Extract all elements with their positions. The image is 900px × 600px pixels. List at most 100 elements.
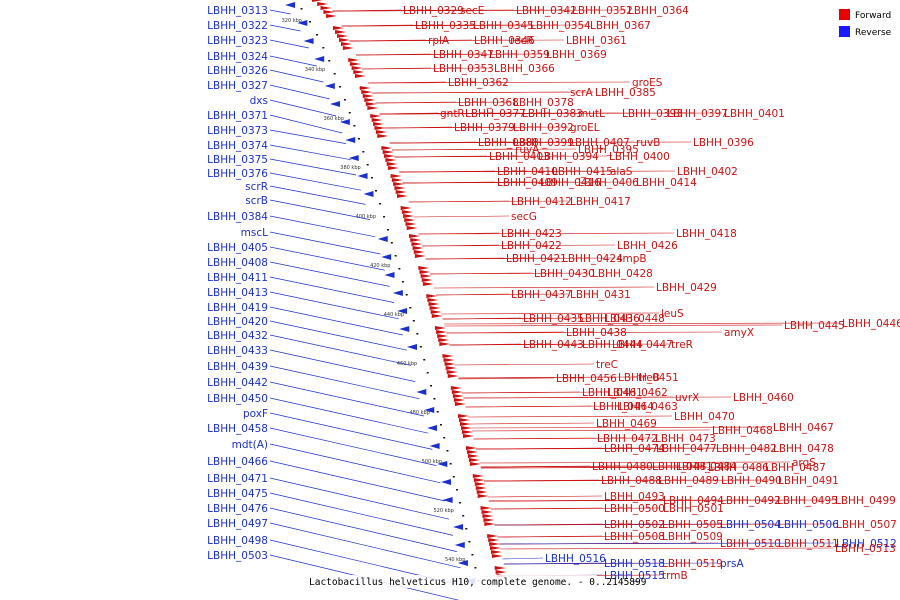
forward-leader-line xyxy=(503,562,719,565)
forward-gene-marker xyxy=(444,362,456,366)
forward-leader-line xyxy=(490,507,662,510)
forward-gene-label: LBHH_0403 xyxy=(489,151,550,163)
forward-gene-marker xyxy=(381,146,393,150)
reverse-leader-line xyxy=(269,39,309,49)
forward-leader-line xyxy=(435,293,569,296)
forward-gene-marker xyxy=(446,370,458,374)
forward-gene-marker xyxy=(332,26,344,30)
forward-gene-marker xyxy=(373,122,385,126)
reverse-gene-label: LBHH_0373 xyxy=(207,125,268,137)
forward-gene-marker xyxy=(487,534,499,538)
reverse-gene-marker xyxy=(416,389,427,395)
forward-leader-line xyxy=(434,286,655,289)
forward-gene-label: LBHH_0470 xyxy=(674,411,735,423)
forward-gene-label: recR xyxy=(510,35,534,47)
forward-gene-label: secG xyxy=(511,211,537,223)
reverse-leader-line xyxy=(269,114,343,134)
forward-gene-label: LBHH_0464 xyxy=(593,401,654,413)
forward-gene-label: LBHH_0493 xyxy=(604,491,665,503)
forward-gene-marker xyxy=(453,398,465,402)
forward-gene-label: LBHH_0424 xyxy=(562,253,623,265)
tick-label: 420 kbp xyxy=(370,263,390,269)
tick-label: 320 kbp xyxy=(282,18,302,24)
reverse-gene-marker xyxy=(399,326,410,332)
reverse-gene-marker xyxy=(429,443,440,449)
forward-gene-label: LBHH_0490 xyxy=(721,475,782,487)
reverse-gene-label: LBHH_0476 xyxy=(207,503,268,515)
forward-gene-label: LBHH_0480 xyxy=(592,461,653,473)
forward-gene-label: LBHH_0501 xyxy=(663,503,724,515)
gc-marker xyxy=(375,190,378,192)
forward-gene-marker xyxy=(405,222,417,226)
gc-marker xyxy=(465,528,468,530)
legend-reverse-label: Reverse xyxy=(855,28,892,38)
forward-gene-label: LBHH_0467 xyxy=(773,422,834,434)
reverse-gene-marker xyxy=(363,191,374,197)
forward-gene-label: amyX xyxy=(724,327,754,339)
gc-marker xyxy=(419,346,422,348)
tick-label: 460 kbp xyxy=(397,361,417,367)
forward-gene-marker xyxy=(340,42,352,46)
forward-gene-marker xyxy=(420,274,432,278)
forward-gene-label: LBHH_0409 xyxy=(497,177,558,189)
forward-gene-label: LBHH_0366 xyxy=(494,63,555,75)
tick-label: 520 kbp xyxy=(433,508,453,514)
gc-marker xyxy=(343,99,346,101)
forward-gene-marker xyxy=(488,538,500,542)
gc-marker xyxy=(405,294,408,296)
kbp-ticks: 320 kbp 340 kbp 360 kbp 380 kbp 400 kbp 420 k… xyxy=(282,18,466,563)
forward-gene-label: LBHH_0415 xyxy=(552,166,613,178)
reverse-gene-label: LBHH_0420 xyxy=(207,316,268,328)
forward-gene-label: LBHH_0495 xyxy=(777,495,838,507)
gc-marker xyxy=(353,125,356,127)
forward-gene-label: LBHH_0406 xyxy=(578,177,639,189)
reverse-leader-line xyxy=(269,69,324,83)
reverse-gene-label: mscL xyxy=(241,227,268,239)
forward-gene-label: LBHH_0362 xyxy=(448,77,509,89)
forward-leader-line xyxy=(349,39,565,42)
gc-marker xyxy=(383,216,386,218)
gc-marker xyxy=(402,281,405,283)
tick-label: 500 kbp xyxy=(422,459,442,465)
forward-gene-marker xyxy=(466,450,478,454)
forward-gene-marker xyxy=(452,394,464,398)
reverse-gene-label: LBHH_0450 xyxy=(207,393,268,405)
forward-gene-label: LBHH_0418 xyxy=(676,228,737,240)
forward-gene-marker xyxy=(411,242,423,246)
forward-gene-label: LBHH_0510 xyxy=(720,538,781,550)
reverse-leader-line xyxy=(269,144,352,161)
legend-forward-label: Forward xyxy=(855,11,891,21)
gc-marker xyxy=(370,177,373,179)
forward-gene-label: LBHH_0461 xyxy=(582,387,643,399)
tick-label: 480 kbp xyxy=(409,410,429,416)
forward-leader-line xyxy=(473,437,654,440)
forward-gene-label: LBHH_0367 xyxy=(590,20,651,32)
gc-marker xyxy=(309,21,312,23)
reverse-gene-label: LBHH_0374 xyxy=(207,140,268,152)
gc-marker xyxy=(328,60,331,62)
forward-gene-marker xyxy=(325,14,337,18)
reverse-leader-line xyxy=(269,477,450,520)
forward-leader-line xyxy=(458,377,555,380)
legend: Forward Reverse xyxy=(839,9,892,38)
gc-marker xyxy=(449,463,452,465)
forward-gene-label: LBHH_0491 xyxy=(778,475,839,487)
forward-gene-marker xyxy=(370,114,382,118)
label-leader-lines xyxy=(269,9,841,600)
reverse-gene-label: LBHH_0327 xyxy=(207,80,268,92)
forward-gene-label: LBHH_0477 xyxy=(656,443,717,455)
reverse-gene-marker xyxy=(381,254,392,260)
forward-gene-label: LBHH_0448 xyxy=(604,313,665,325)
forward-gene-marker xyxy=(458,418,470,422)
reverse-gene-label: LBHH_0413 xyxy=(207,287,268,299)
reverse-gene-label: LBHH_0324 xyxy=(207,51,268,63)
forward-gene-marker xyxy=(385,158,397,162)
forward-gene-marker xyxy=(484,522,496,526)
reverse-leader-line xyxy=(269,99,337,117)
reverse-leader-line xyxy=(269,276,395,303)
forward-leader-line xyxy=(470,426,772,429)
forward-gene-label: LBHH_0401 xyxy=(724,108,785,120)
forward-gene-label: LBHH_0431 xyxy=(570,289,631,301)
forward-gene-label: groES xyxy=(632,77,663,89)
forward-leader-line xyxy=(371,91,594,94)
